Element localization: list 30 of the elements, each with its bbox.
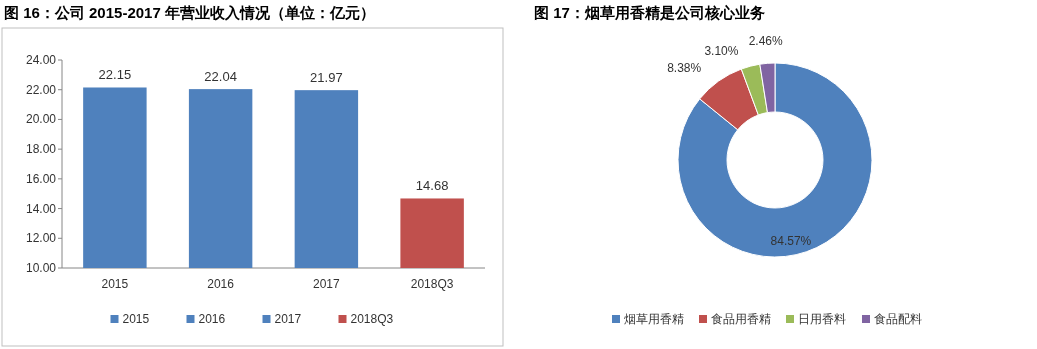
data-label: 2.46%: [748, 34, 784, 49]
legend-label: 日用香料: [798, 312, 846, 326]
chart-title: 图 16：公司 2015-2017 年营业收入情况（单位：亿元）: [4, 4, 375, 21]
data-label: 8.38%: [667, 61, 702, 76]
x-tick-label: 2018Q3: [410, 277, 454, 291]
y-tick-label: 20.00: [25, 112, 57, 127]
legend-label: 烟草用香精: [624, 312, 684, 326]
legend-label: 2016: [198, 312, 226, 326]
y-tick-label: 16.00: [25, 171, 57, 186]
data-label: 3.10%: [704, 43, 739, 58]
y-tick-label: 22.00: [25, 82, 57, 97]
y-tick-label: 14.00: [25, 201, 57, 216]
x-tick-label: 2015: [101, 277, 129, 291]
data-label: 22.15: [98, 67, 132, 83]
data-label: 22.04: [204, 69, 237, 85]
x-tick-label: 2017: [313, 277, 341, 291]
chart-title: 图 17：烟草用香精是公司核心业务: [534, 4, 765, 21]
legend-label: 食品配料: [874, 312, 922, 326]
x-tick-label: 2016: [207, 277, 235, 291]
data-label: 84.57%: [770, 233, 812, 248]
data-label: 14.68: [415, 178, 449, 194]
y-tick-label: 24.00: [25, 53, 57, 67]
legend-label: 2017: [274, 312, 302, 326]
y-tick-label: 12.00: [25, 231, 57, 246]
legend-label: 2015: [122, 312, 150, 326]
y-tick-label: 10.00: [25, 261, 57, 275]
legend-label: 食品用香精: [711, 312, 771, 326]
legend-label: 2018Q3: [350, 312, 394, 326]
data-label: 21.97: [310, 70, 343, 86]
y-tick-label: 18.00: [25, 142, 57, 157]
